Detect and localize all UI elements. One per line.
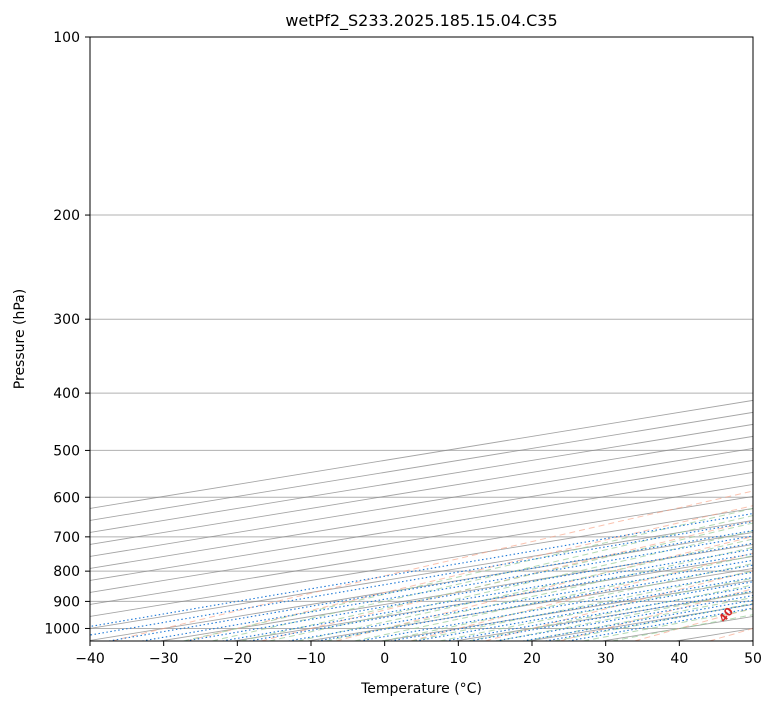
mixing-ratio-lines xyxy=(90,512,753,641)
y-tick-label: 500 xyxy=(53,443,80,459)
mixing-ratio-line xyxy=(249,553,753,641)
mixing-ratio-line xyxy=(288,559,753,641)
isotherm-line xyxy=(90,435,753,545)
plot-frame xyxy=(89,36,754,642)
y-tick-label: 1000 xyxy=(44,621,80,637)
x-tick-label: −40 xyxy=(75,651,105,667)
moist-adiabat-line xyxy=(212,515,753,641)
moist-adiabat-line xyxy=(439,577,753,641)
y-axis-label: Pressure (hPa) xyxy=(12,289,28,389)
y-tick-label: 300 xyxy=(53,312,80,328)
pressure-gridlines xyxy=(90,37,753,629)
isotherm-line xyxy=(90,519,753,629)
skewed-isotherms xyxy=(90,399,753,641)
moist-adiabat-line xyxy=(183,507,753,641)
x-tick-label: −30 xyxy=(149,651,179,667)
moist-adiabat-line xyxy=(554,602,753,641)
isotherm-line xyxy=(90,507,753,617)
x-axis-ticks: −40 −30 −20 −10 0 10 20 30 40 50 xyxy=(75,641,762,667)
y-tick-label: 900 xyxy=(53,594,80,610)
y-tick-label: 600 xyxy=(53,490,80,506)
y-tick-label: 100 xyxy=(53,30,80,46)
dry-adiabat-line xyxy=(261,520,753,641)
x-tick-label: 0 xyxy=(380,651,389,667)
x-tick-label: 40 xyxy=(670,651,688,667)
chart-title: wetPf2_S233.2025.185.15.04.C35 xyxy=(285,11,557,31)
x-tick-label: 10 xyxy=(449,651,467,667)
y-tick-label: 200 xyxy=(53,208,80,224)
mixing-ratio-line xyxy=(108,529,753,641)
x-axis-label: Temperature (°C) xyxy=(360,681,482,697)
moist-adiabat-line xyxy=(496,590,753,641)
isotherm-line xyxy=(90,471,753,581)
isotherm-line xyxy=(90,459,753,569)
x-tick-label: 20 xyxy=(523,651,541,667)
mixing-ratio-line xyxy=(317,564,753,641)
dry-adiabats xyxy=(111,490,753,641)
plot-area: 0.10.20.40.611.52346810131620253036-100-… xyxy=(90,37,753,641)
y-tick-label: 800 xyxy=(53,564,80,580)
x-tick-label: −20 xyxy=(223,651,253,667)
x-tick-label: 50 xyxy=(744,651,762,667)
isotherm-line xyxy=(90,495,753,605)
y-tick-label: 700 xyxy=(53,530,80,546)
dry-adiabat-line xyxy=(485,569,753,641)
x-tick-label: −10 xyxy=(296,651,326,667)
mixing-ratio-line xyxy=(90,512,753,628)
moist-adiabat-line xyxy=(468,584,753,641)
isotherm-line xyxy=(90,531,753,641)
mixing-ratio-line xyxy=(359,571,753,641)
isotherm-line xyxy=(90,483,753,593)
moist-adiabat-line xyxy=(382,563,753,641)
x-tick-label: 30 xyxy=(597,651,615,667)
mixing-ratio-line xyxy=(142,535,753,641)
y-tick-label: 400 xyxy=(53,386,80,402)
y-axis-ticks: 100 200 300 400 500 600 700 800 900 1000 xyxy=(44,30,90,637)
isotherm-line xyxy=(90,447,753,557)
